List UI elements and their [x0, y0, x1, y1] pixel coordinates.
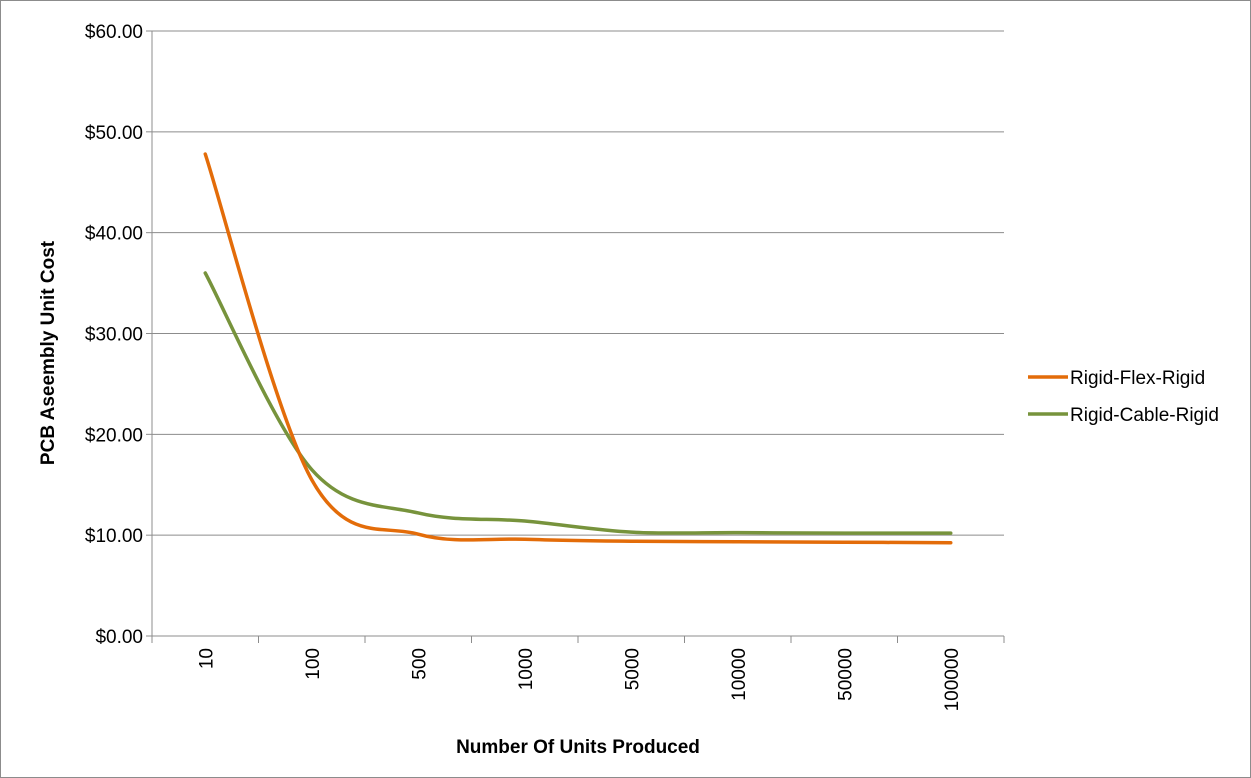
y-tick-label: $40.00: [85, 224, 143, 245]
legend-label: Rigid-Cable-Rigid: [1070, 405, 1219, 426]
y-tick-label: $50.00: [85, 123, 143, 144]
x-tick-label: 100000: [942, 648, 963, 711]
x-tick-labels: 10 100 500 1000 5000 10000 50000 100000: [196, 648, 963, 711]
y-tick-label: $20.00: [85, 425, 143, 446]
x-tick-label: 1000: [516, 648, 537, 690]
y-tick-label: $0.00: [95, 627, 143, 648]
x-tick-label: 50000: [835, 648, 856, 701]
legend: Rigid-Flex-Rigid Rigid-Cable-Rigid: [1028, 368, 1219, 426]
x-tick-label: 10: [196, 648, 217, 669]
y-tick-labels: $0.00 $10.00 $20.00 $30.00 $40.00 $50.00 $60.0…: [85, 22, 143, 648]
x-tick-label: 5000: [622, 648, 643, 690]
legend-label: Rigid-Flex-Rigid: [1070, 368, 1205, 389]
y-tick-label: $10.00: [85, 526, 143, 547]
series-lines: [203, 152, 953, 545]
series-line-rigid-cable-rigid: [203, 271, 953, 535]
axes: [146, 30, 1005, 643]
x-tick-label: 500: [409, 648, 430, 680]
x-tick-label: 10000: [729, 648, 750, 701]
y-axis-title: PCB Aseembly Unit Cost: [38, 240, 59, 465]
gridlines: [152, 30, 1004, 536]
x-tick-label: 100: [303, 648, 324, 680]
x-axis-title: Number Of Units Produced: [456, 737, 700, 758]
y-tick-label: $30.00: [85, 325, 143, 346]
y-tick-label: $60.00: [85, 22, 143, 43]
series-line-rigid-flex-rigid: [203, 152, 953, 545]
